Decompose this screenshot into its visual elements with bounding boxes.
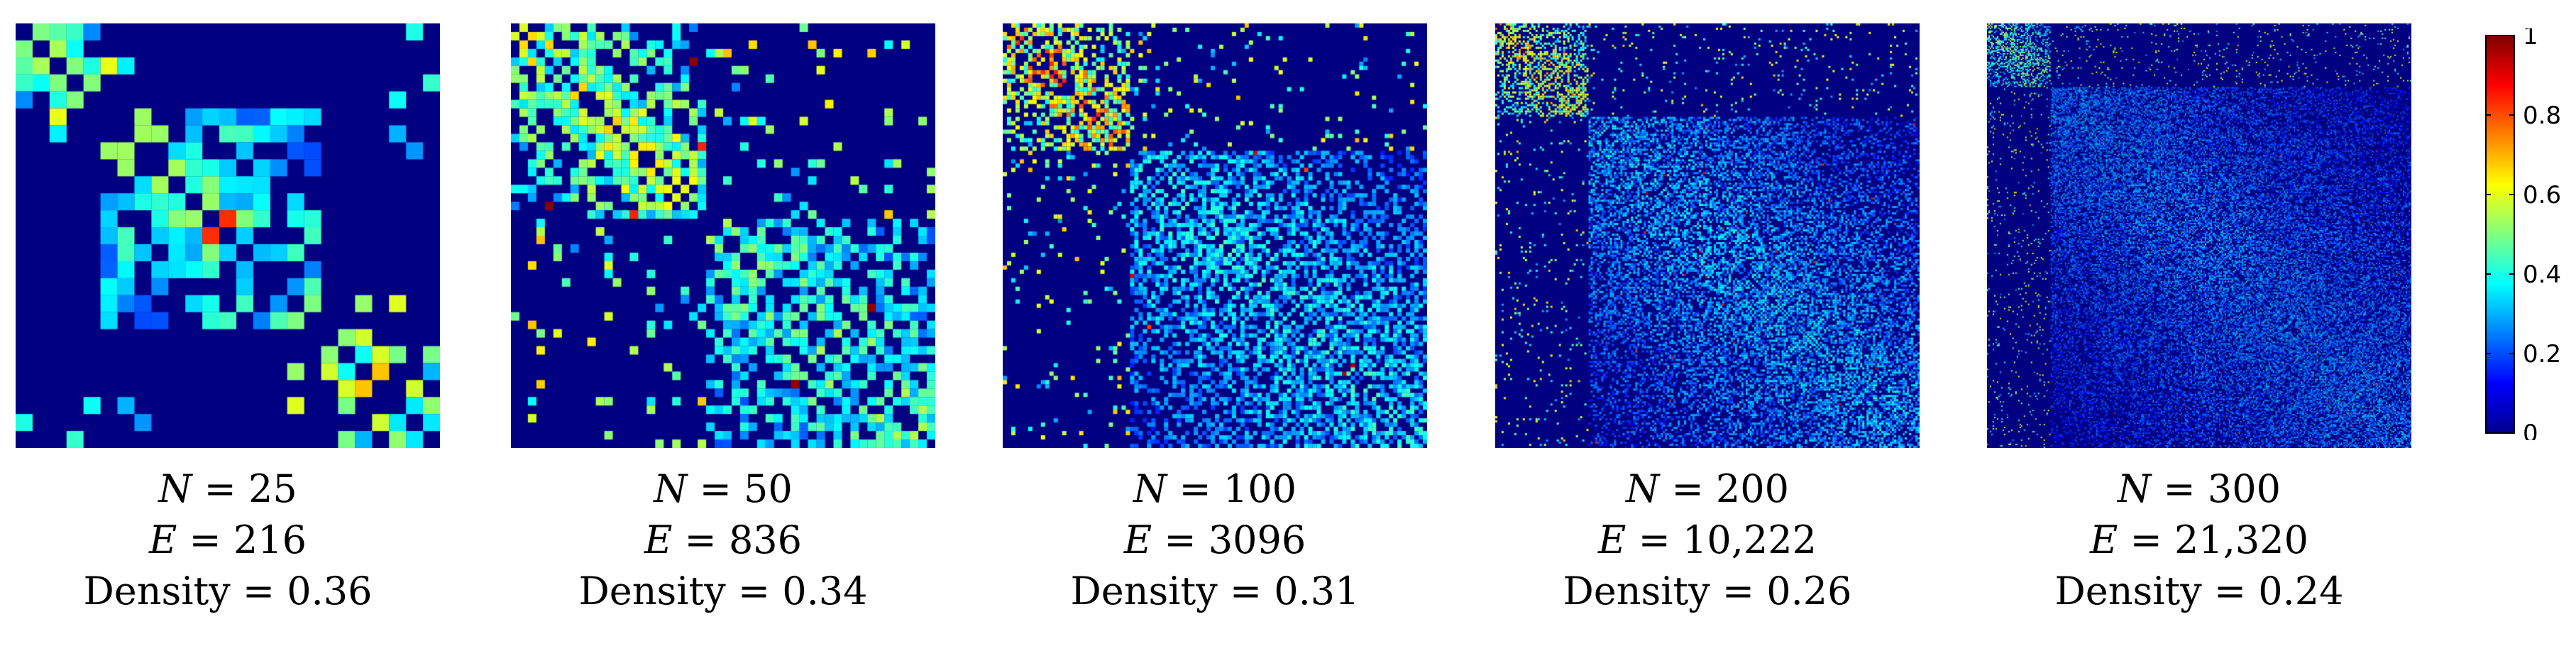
panel-caption: N = 25 E = 216 Density = 0.36 bbox=[16, 464, 440, 617]
e-symbol: E bbox=[2090, 518, 2118, 562]
colorbar-tick-label: 0.6 bbox=[2523, 181, 2561, 209]
colorbar-gradient bbox=[2485, 35, 2515, 434]
node-count: 300 bbox=[2207, 466, 2281, 511]
edge-count: 10,222 bbox=[1683, 518, 1817, 562]
density-label: Density = 0.34 bbox=[578, 569, 868, 613]
adjacency-heatmap-n200 bbox=[1495, 23, 1920, 448]
e-symbol: E bbox=[148, 518, 177, 562]
edge-count: 3096 bbox=[1208, 518, 1306, 562]
density-label: Density = 0.24 bbox=[2054, 569, 2344, 613]
n-symbol: N bbox=[2118, 466, 2152, 511]
colorbar: 0 0.2 0.4 0.6 0.8 1 bbox=[2485, 28, 2561, 440]
edge-count: 216 bbox=[233, 518, 307, 562]
colorbar-tick-label: 1 bbox=[2523, 28, 2538, 50]
adjacency-heatmap-n50 bbox=[511, 23, 935, 448]
n-symbol: N bbox=[1133, 466, 1167, 511]
e-symbol: E bbox=[1598, 518, 1626, 562]
edge-count: 21,320 bbox=[2174, 518, 2308, 562]
adjacency-heatmap-n100 bbox=[1003, 23, 1427, 448]
colorbar-tick-label: 0.8 bbox=[2523, 102, 2561, 130]
panel-caption: N = 300 E = 21,320 Density = 0.24 bbox=[1987, 464, 2411, 617]
density-label: Density = 0.31 bbox=[1070, 569, 1360, 613]
n-symbol: N bbox=[1626, 466, 1660, 511]
colorbar-tick-label: 0 bbox=[2523, 420, 2538, 440]
colorbar-tick-label: 0.4 bbox=[2523, 261, 2561, 289]
panel-caption: N = 200 E = 10,222 Density = 0.26 bbox=[1495, 464, 1920, 617]
e-symbol: E bbox=[1123, 518, 1152, 562]
node-count: 25 bbox=[248, 466, 297, 511]
node-count: 200 bbox=[1715, 466, 1789, 511]
n-symbol: N bbox=[654, 466, 688, 511]
node-count: 100 bbox=[1223, 466, 1297, 511]
colorbar-tick-label: 0.2 bbox=[2523, 340, 2561, 368]
node-count: 50 bbox=[744, 466, 793, 511]
density-label: Density = 0.26 bbox=[1563, 569, 1852, 613]
density-label: Density = 0.36 bbox=[83, 569, 373, 613]
adjacency-heatmap-n25 bbox=[16, 23, 440, 448]
panel-caption: N = 50 E = 836 Density = 0.34 bbox=[511, 464, 935, 617]
adjacency-heatmap-n300 bbox=[1987, 23, 2411, 448]
n-symbol: N bbox=[158, 466, 192, 511]
e-symbol: E bbox=[644, 518, 673, 562]
panel-caption: N = 100 E = 3096 Density = 0.31 bbox=[1003, 464, 1427, 617]
edge-count: 836 bbox=[728, 518, 803, 562]
